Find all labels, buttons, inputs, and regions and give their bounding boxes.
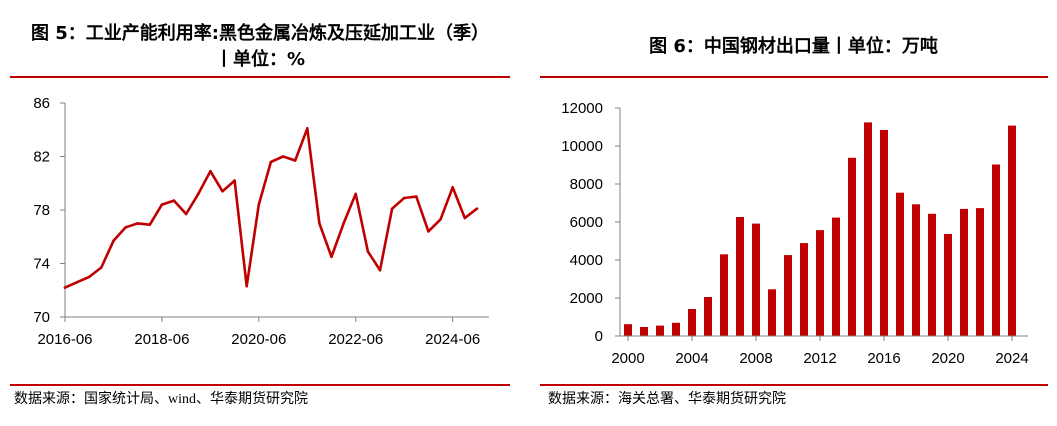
figure-5-bottom-rule (10, 384, 510, 386)
y-tick-label: 12000 (561, 100, 603, 117)
bar-2016 (880, 130, 888, 336)
data-point (439, 218, 442, 221)
y-tick-label: 6000 (570, 214, 603, 231)
bar-2019 (928, 213, 936, 336)
y-tick-label: 78 (33, 202, 50, 219)
y-tick-label: 10000 (561, 138, 603, 155)
bar-2011 (800, 243, 808, 336)
bar-2007 (736, 217, 744, 336)
data-point (281, 155, 285, 158)
x-tick-label: 2016-06 (37, 331, 92, 348)
x-tick-label: 2022-06 (328, 331, 383, 348)
x-tick-label: 2024 (995, 350, 1028, 367)
figure-5-source-note: 数据来源：国家统计局、wind、华泰期货研究院 (14, 392, 308, 407)
x-tick-label: 2012 (803, 350, 836, 367)
data-point (124, 226, 127, 229)
data-point (245, 284, 248, 288)
data-point (330, 255, 333, 259)
bar-2020 (944, 234, 952, 336)
data-point (318, 222, 321, 225)
y-tick-label: 8000 (570, 176, 603, 193)
x-tick-label: 2018-06 (134, 331, 189, 348)
data-point (293, 159, 297, 162)
x-tick-label: 2024-06 (425, 331, 480, 348)
y-tick-label: 86 (33, 95, 50, 112)
y-tick-label: 2000 (570, 290, 603, 307)
figure-5-line-chart: 70 74 78 82 86 2016-06 2018-06 2020-06 2022-06 20… (33, 95, 489, 348)
bar-2009 (768, 289, 776, 336)
data-point (197, 192, 200, 196)
data-point (148, 223, 152, 226)
figure-5-title-line1: 图 5：工业产能利用率:黑色金属冶炼及压延加工业（季） (31, 23, 489, 44)
bar-2008 (752, 223, 760, 336)
bar-2006 (720, 254, 728, 336)
data-point (306, 127, 309, 130)
bar-2004 (688, 309, 696, 336)
data-point (342, 222, 345, 225)
capacity-utilization-series-line (63, 127, 479, 289)
bar-2000 (624, 324, 632, 336)
figure-6-source-note: 数据来源：海关总署、华泰期货研究院 (548, 392, 786, 407)
data-point (463, 216, 467, 220)
bar-2023 (992, 164, 1000, 336)
bar-2024 (1008, 125, 1016, 336)
bar-2003 (672, 322, 680, 336)
bar-2021 (960, 208, 968, 336)
data-point (378, 268, 382, 272)
figure-6-top-rule (540, 76, 1048, 78)
y-tick-label: 4000 (570, 252, 603, 269)
bar-2015 (864, 122, 872, 337)
figure-6-title: 图 6：中国钢材出口量丨单位：万吨 (649, 36, 938, 57)
x-tick-label: 2020 (931, 350, 964, 367)
figure-6-panel: 图 6：中国钢材出口量丨单位：万吨 0 2000 4000 6000 8000 10000… (530, 0, 1057, 426)
data-point (366, 250, 370, 253)
bar-2010 (784, 255, 792, 336)
y-tick-label: 82 (33, 149, 50, 166)
x-tick-label: 2004 (675, 350, 708, 367)
data-point (136, 222, 139, 225)
figure-5-title-line2: 丨单位：% (214, 49, 306, 70)
bar-2002 (656, 325, 664, 336)
x-tick-label: 2016 (867, 350, 900, 367)
figure-5-top-rule (10, 76, 510, 78)
bar-2017 (896, 192, 904, 336)
data-point (415, 195, 418, 198)
data-point (221, 190, 224, 193)
data-point (402, 196, 406, 200)
y-tick-label: 70 (33, 309, 50, 326)
data-point (233, 179, 236, 182)
bar-2005 (704, 297, 712, 336)
figure-6-bottom-rule (540, 384, 1048, 386)
y-tick-label: 74 (33, 256, 50, 273)
data-point (257, 203, 261, 206)
x-tick-label: 2000 (611, 350, 644, 367)
data-point (160, 203, 164, 206)
data-point (184, 212, 188, 216)
bar-2001 (640, 327, 648, 336)
bar-2012 (816, 230, 824, 336)
data-point (354, 192, 358, 196)
data-point (427, 230, 430, 233)
data-point (100, 266, 103, 269)
x-tick-label: 2020-06 (231, 331, 286, 348)
data-point (87, 275, 91, 279)
bar-2022 (976, 208, 984, 336)
data-point (269, 160, 273, 164)
data-point (172, 199, 176, 202)
bar-2018 (912, 204, 920, 336)
data-point (112, 239, 115, 243)
bar-2013 (832, 217, 840, 336)
data-point (63, 286, 67, 289)
data-point (390, 207, 394, 210)
data-point (475, 207, 479, 210)
figure-5-panel: 图 5：工业产能利用率:黑色金属冶炼及压延加工业（季） 丨单位：% 70 74 78… (0, 0, 520, 426)
figure-6-bar-chart: 0 2000 4000 6000 8000 10000 12000 2000 2004 2008 2… (561, 100, 1028, 367)
bar-2014 (848, 157, 856, 336)
data-point (451, 186, 455, 189)
y-tick-label: 0 (595, 328, 603, 345)
data-point (209, 169, 212, 173)
data-point (75, 280, 79, 284)
figure-5-title: 图 5：工业产能利用率:黑色金属冶炼及压延加工业（季） 丨单位：% (0, 21, 520, 73)
x-tick-label: 2008 (739, 350, 772, 367)
